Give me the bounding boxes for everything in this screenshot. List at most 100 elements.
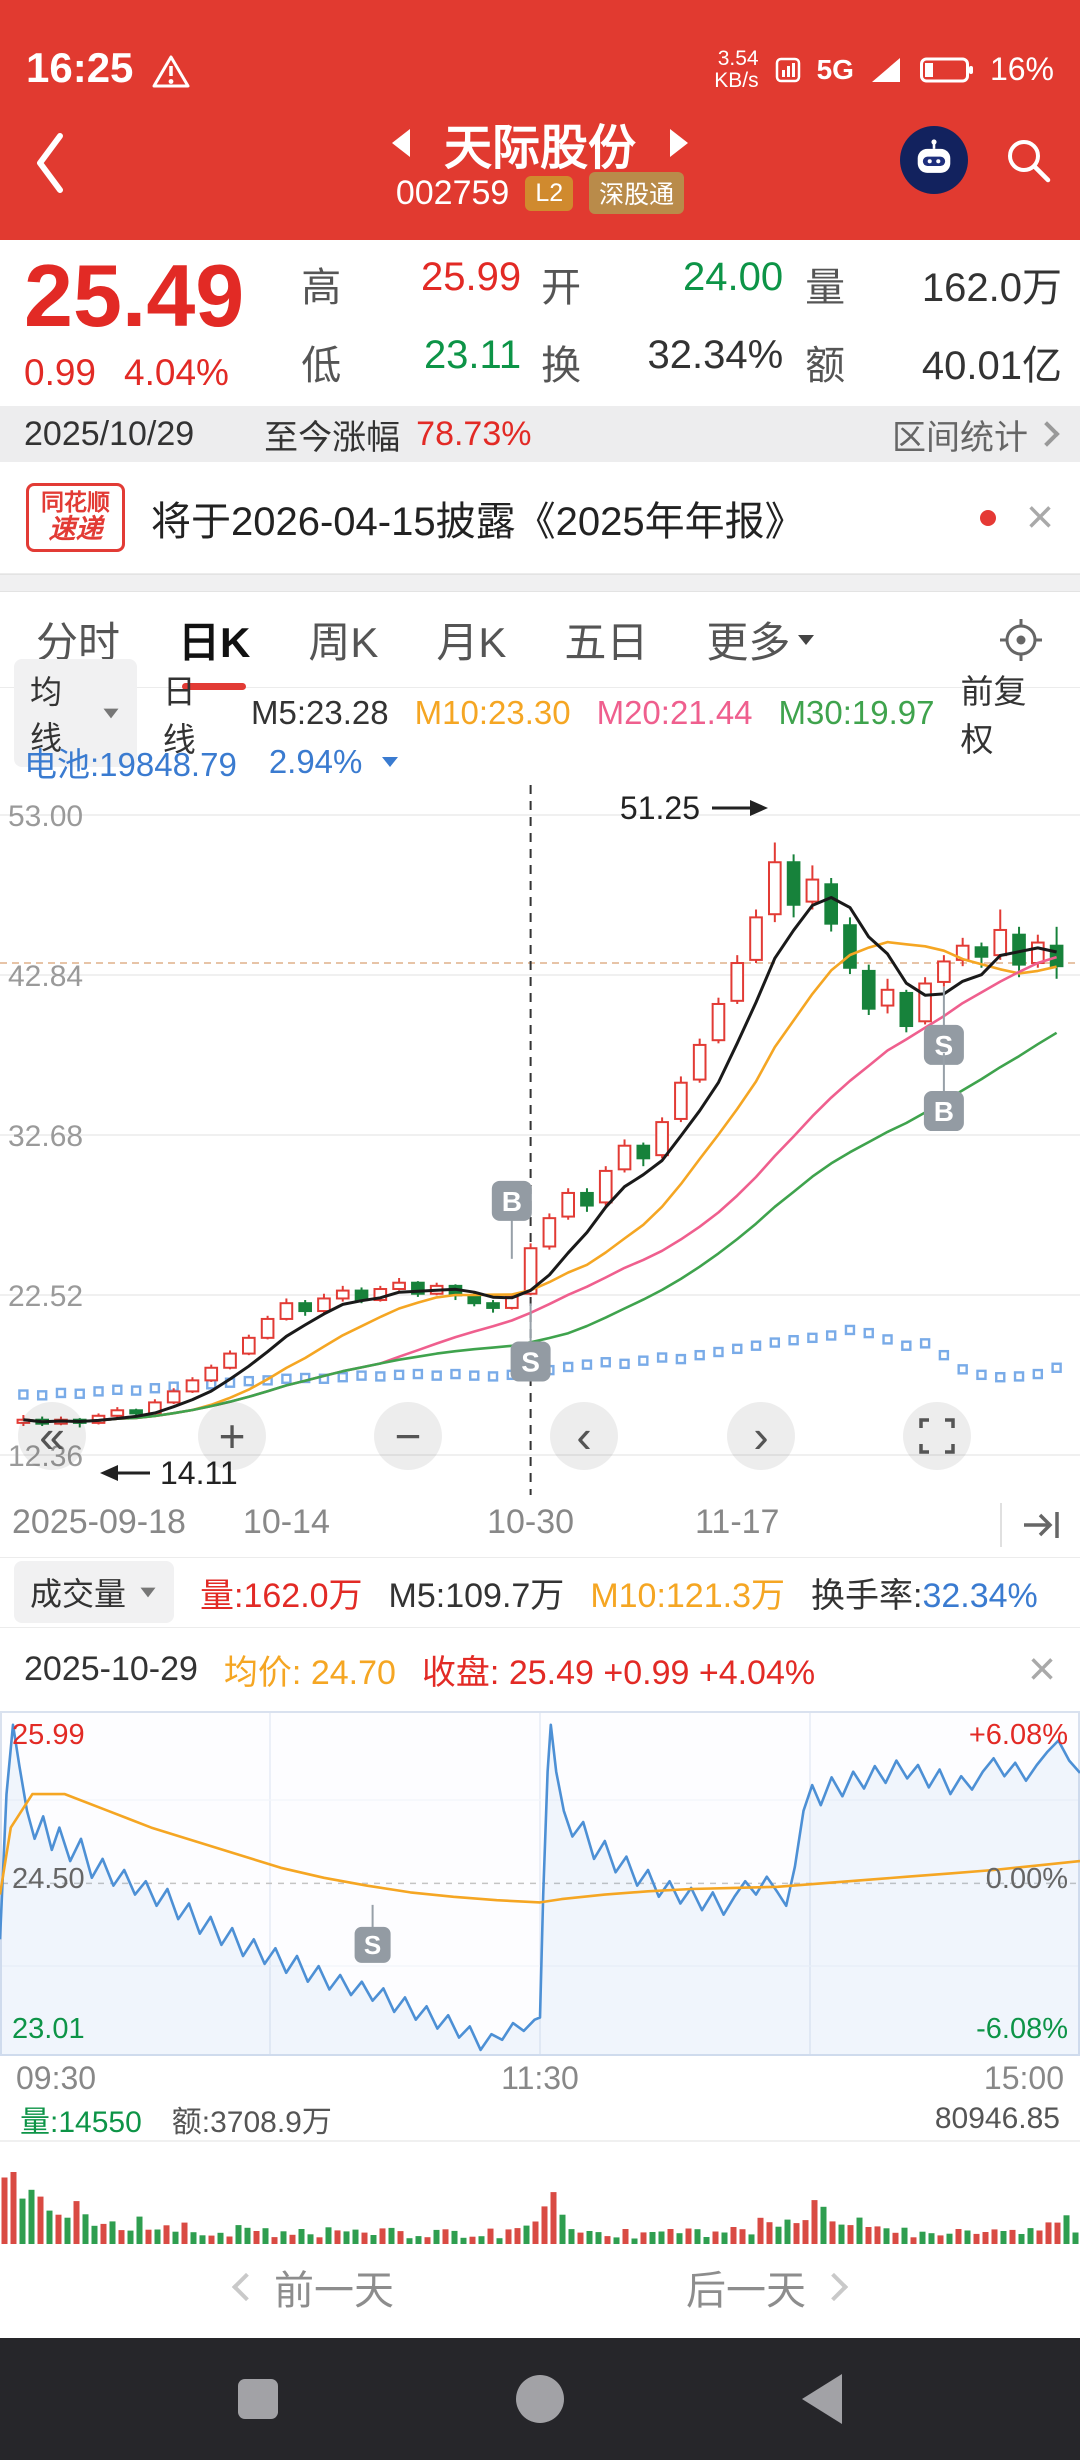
turnover-value: 32.34% xyxy=(647,333,784,377)
minute-time-axis: 09:30 11:30 15:00 xyxy=(0,2056,1080,2098)
news-close-icon[interactable]: × xyxy=(1025,490,1054,544)
volume-label: 量 xyxy=(805,266,846,310)
tab-five-day[interactable]: 五日 xyxy=(564,619,649,666)
adjust-mode[interactable]: 前复权 xyxy=(960,673,1027,758)
battery-percent: 16% xyxy=(989,51,1054,88)
svg-text:42.84: 42.84 xyxy=(8,960,83,993)
minute-high-label: 25.99 xyxy=(12,1719,85,1751)
ma-dropdown[interactable]: 均线 xyxy=(14,659,137,767)
minute-chart[interactable]: S 25.99 24.50 23.01 +6.08% 0.00% -6.08% xyxy=(0,1711,1080,2056)
time-open: 09:30 xyxy=(16,2060,97,2096)
volume-value: 162.0万 xyxy=(921,266,1063,310)
svg-text:B: B xyxy=(502,1186,522,1217)
minute-volume-pane[interactable] xyxy=(0,2140,1080,2244)
open-label: 开 xyxy=(541,266,582,310)
zoom-out-button[interactable]: − xyxy=(374,1402,442,1470)
warning-icon xyxy=(151,52,191,92)
minute-mid-label: 24.50 xyxy=(12,1863,85,1895)
mobile-data-icon xyxy=(775,57,801,83)
prev-stock-icon[interactable] xyxy=(391,129,410,157)
next-day-button[interactable]: 后一天 xyxy=(686,2258,849,2316)
range-stat-button[interactable]: 区间统计 xyxy=(892,418,1028,457)
volume-legend: 成交量 量:162.0万 M5:109.7万 M10:121.3万 换手率:32… xyxy=(0,1557,1080,1628)
chevron-left-icon xyxy=(231,2272,261,2302)
x-axis-label: 2025-09-18 xyxy=(12,1503,186,1541)
high-label: 高 xyxy=(301,266,342,310)
jump-to-latest-icon[interactable] xyxy=(1000,1503,1066,1547)
tab-weekly-k[interactable]: 周K xyxy=(308,619,379,666)
minute-mid-pct: 0.00% xyxy=(985,1863,1068,1895)
ma-legend-row: 均线 日线 M5:23.28 M10:23.30 M20:21.44 M30:1… xyxy=(0,659,1080,767)
avg-price: 均价: 24.70 xyxy=(223,1654,396,1692)
chevron-right-icon xyxy=(819,2272,849,2302)
kline-canvas[interactable]: B S S B 51.25 14.11 53.00 42.84 32.68 22.52 12.36 xyxy=(0,785,1080,1495)
svg-text:B: B xyxy=(934,1096,954,1127)
overlay-legend-row[interactable]: 电池:19848.79 2.94% xyxy=(0,738,1080,785)
amount-label: 额 xyxy=(805,344,846,388)
svg-text:22.52: 22.52 xyxy=(8,1280,83,1313)
time-close: 15:00 xyxy=(983,2060,1064,2096)
tab-more[interactable]: 更多 xyxy=(706,609,815,670)
tab-monthly-k[interactable]: 月K xyxy=(436,619,507,666)
status-bar: 16:25 3.54 KB/s 5G 16% xyxy=(0,0,1080,100)
close-price: 收盘: 25.49 +0.99 +4.04% xyxy=(421,1654,816,1692)
minute-canvas[interactable]: S xyxy=(0,1711,1080,2056)
search-icon[interactable] xyxy=(1002,134,1054,186)
overlay-name: 电池:19848.79 xyxy=(24,745,237,783)
x-axis-label: 10-14 xyxy=(242,1503,330,1541)
minute-volume: 量:14550 xyxy=(20,2106,142,2139)
intraday-header: 2025-10-29 均价: 24.70 收盘: 25.49 +0.99 +4.… xyxy=(0,1628,1080,1711)
low-value: 23.11 xyxy=(423,333,522,377)
rewind-button[interactable]: « xyxy=(18,1402,86,1470)
network-type-badge: 5G xyxy=(816,53,854,85)
unread-dot-icon xyxy=(979,509,996,526)
android-back-button[interactable] xyxy=(802,2374,842,2424)
svg-text:53.00: 53.00 xyxy=(8,800,83,833)
signal-icon xyxy=(870,56,904,84)
ai-assistant-icon[interactable] xyxy=(900,126,968,194)
zoom-in-button[interactable]: + xyxy=(198,1402,266,1470)
low-label: 低 xyxy=(301,344,342,388)
connect-badge[interactable]: 深股通 xyxy=(589,172,685,214)
chart-settings-icon[interactable] xyxy=(998,617,1044,663)
l2-badge[interactable]: L2 xyxy=(525,175,574,211)
news-bar[interactable]: 同花顺 速递 将于2026-04-15披露《2025年年报》 × xyxy=(0,462,1080,574)
pan-left-button[interactable]: ‹ xyxy=(550,1402,618,1470)
vol-ma10: M10:121.3万 xyxy=(590,1576,785,1615)
tab-daily-k[interactable]: 日K xyxy=(178,609,250,690)
ma10-value: M10:23.30 xyxy=(414,694,571,731)
fullscreen-button[interactable] xyxy=(903,1402,971,1470)
minute-low-pct: -6.08% xyxy=(976,2013,1068,2045)
volume-dropdown[interactable]: 成交量 xyxy=(14,1561,175,1623)
gain-value: 78.73% xyxy=(416,414,532,453)
intraday-close-icon[interactable]: × xyxy=(1027,1642,1056,1696)
minute-volume-legend: 量:14550 额:3708.9万 80946.85 xyxy=(0,2098,1080,2140)
time-mid: 11:30 xyxy=(501,2060,579,2096)
ma5-value: M5:23.28 xyxy=(251,694,389,731)
news-headline[interactable]: 将于2026-04-15披露《2025年年报》 xyxy=(151,499,805,544)
home-button[interactable] xyxy=(516,2375,564,2423)
minute-volume-canvas xyxy=(0,2140,1080,2244)
minute-low-label: 23.01 xyxy=(12,2013,85,2045)
battery-icon xyxy=(919,56,974,84)
svg-text:32.68: 32.68 xyxy=(8,1120,83,1153)
back-button[interactable] xyxy=(30,130,70,196)
kline-chart[interactable]: B S S B 51.25 14.11 53.00 42.84 32.68 22.52 12.36 … xyxy=(0,785,1080,1495)
tab-minute[interactable]: 分时 xyxy=(36,619,121,666)
stock-name: 天际股份 xyxy=(443,122,636,175)
volume-value: 量:162.0万 xyxy=(200,1576,363,1615)
status-time: 16:25 xyxy=(26,44,134,91)
pan-right-button[interactable]: › xyxy=(727,1402,795,1470)
intraday-date: 2025-10-29 xyxy=(24,1650,198,1688)
ma30-value: M30:19.97 xyxy=(778,694,935,731)
kline-x-axis: 2025-09-18 10-14 10-30 11-17 xyxy=(0,1495,1080,1558)
minute-high-pct: +6.08% xyxy=(968,1719,1068,1751)
overlay-pct: 2.94% xyxy=(268,742,363,780)
prev-day-button[interactable]: 前一天 xyxy=(231,2258,394,2316)
recents-button[interactable] xyxy=(238,2379,278,2419)
next-stock-icon[interactable] xyxy=(670,129,688,157)
turnover-label: 换 xyxy=(541,344,582,388)
ma20-value: M20:21.44 xyxy=(596,694,753,731)
vol-ma5: M5:109.7万 xyxy=(388,1576,565,1615)
x-axis-label: 10-30 xyxy=(487,1503,575,1541)
